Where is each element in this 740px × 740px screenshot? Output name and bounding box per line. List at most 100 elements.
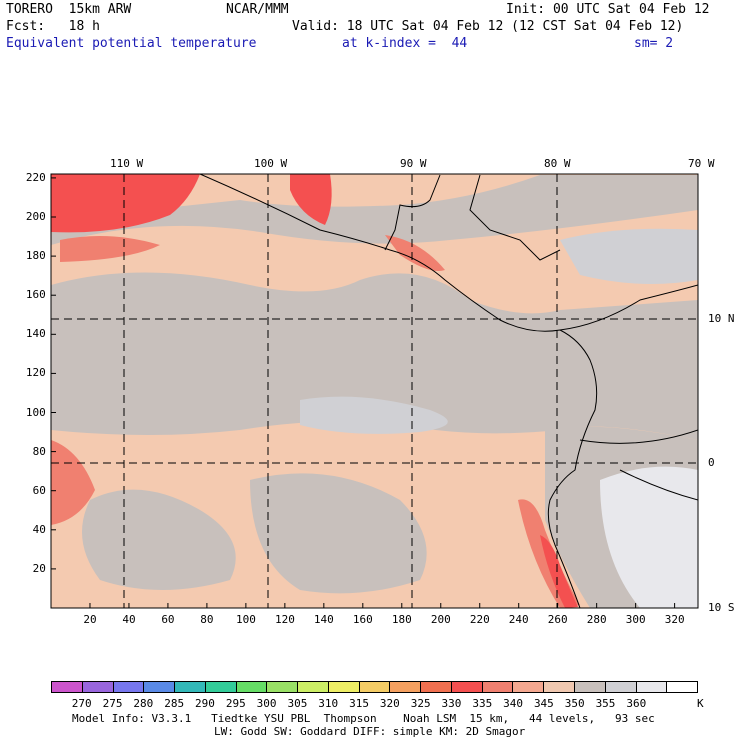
- colorbar-swatch: [390, 682, 422, 692]
- map-field: [51, 174, 698, 608]
- colorbar-swatch: [544, 682, 576, 692]
- colorbar-unit: K: [697, 697, 704, 710]
- colorbar-swatch: [575, 682, 606, 692]
- x-tick-label: 260: [547, 613, 568, 626]
- colorbar-swatch: [52, 682, 83, 692]
- colorbar-label: 275: [102, 697, 123, 710]
- field-grey-north: [51, 175, 698, 245]
- lat-label-0: 0: [708, 456, 715, 469]
- field-red-nw: [51, 174, 200, 233]
- coastlines: [199, 174, 698, 608]
- valid-time: Valid: 18 UTC Sat 04 Feb 12 (12 CST Sat …: [292, 19, 684, 34]
- x-tick-label: 220: [469, 613, 490, 626]
- lon-label-100w: 100 W: [254, 157, 288, 170]
- lon-label-90w: 90 W: [400, 157, 427, 170]
- field-red-mexico: [290, 174, 332, 225]
- colorbar-label: 290: [195, 697, 215, 710]
- colorbar-label: 270: [71, 697, 92, 710]
- field-light-ne: [560, 228, 698, 284]
- colorbar-swatch: [267, 682, 299, 692]
- colorbar-label: 330: [441, 697, 462, 710]
- graticule: [51, 174, 698, 608]
- field-white-andes: [600, 466, 698, 608]
- smoothing: sm= 2: [634, 36, 674, 51]
- colorbar-swatch: [451, 682, 483, 692]
- colorbar: [51, 681, 698, 693]
- colorbar-swatch: [205, 682, 237, 692]
- model-title: TORERO 15km ARW: [6, 2, 132, 17]
- init-time: Init: 00 UTC Sat 04 Feb 12: [506, 2, 710, 17]
- field-grey-sw: [82, 489, 236, 590]
- colorbar-label: 320: [379, 697, 400, 710]
- y-tick-label: 180: [25, 249, 46, 263]
- x-tick-label: 20: [83, 613, 97, 626]
- colorbar-swatch: [328, 682, 360, 692]
- x-tick-label: 160: [352, 613, 373, 626]
- map-frame: [50, 173, 699, 609]
- field-light-patch: [300, 396, 448, 434]
- colorbar-swatch: [236, 682, 268, 692]
- x-tick-label: 320: [664, 613, 685, 626]
- y-tick-label: 60: [32, 483, 46, 497]
- y-tick-label: 40: [32, 522, 46, 536]
- tick-marks: [51, 177, 676, 608]
- x-tick-label: 60: [161, 613, 175, 626]
- field-salmon-nw: [60, 236, 160, 262]
- colorbar-swatch: [667, 682, 698, 692]
- colorbar-label: 295: [225, 697, 246, 710]
- lon-label-80w: 80 W: [544, 157, 571, 170]
- colorbar-label: 360: [626, 697, 647, 710]
- physics-info: LW: Godd SW: Goddard DIFF: simple KM: 2D…: [214, 725, 526, 738]
- lon-label-70w: 70 W: [688, 157, 715, 170]
- lat-label-10n: 10 N: [708, 312, 735, 325]
- x-tick-label: 80: [200, 613, 214, 626]
- y-tick-label: 200: [25, 210, 46, 223]
- colorbar-swatch: [175, 682, 206, 692]
- colorbar-swatch: [421, 682, 452, 692]
- x-tick-label: 200: [430, 613, 451, 626]
- model-info: Model Info: V3.3.1 Tiedtke YSU PBL Thomp…: [72, 712, 655, 725]
- y-tick-label: 100: [25, 405, 46, 419]
- x-tick-label: 280: [586, 613, 607, 626]
- y-tick-label: 160: [25, 288, 46, 302]
- x-tick-label: 300: [625, 613, 646, 626]
- x-tick-label: 40: [122, 613, 136, 626]
- center-name: NCAR/MMM: [226, 2, 289, 17]
- field-grey-s: [250, 473, 427, 594]
- colorbar-label: 305: [287, 697, 308, 710]
- colorbar-swatch: [605, 682, 637, 692]
- colorbar-swatch: [513, 682, 545, 692]
- colorbar-swatch: [113, 682, 145, 692]
- colorbar-label: 280: [133, 697, 154, 710]
- y-tick-label: 120: [25, 366, 46, 380]
- lat-label-10s: 10 S: [708, 601, 735, 614]
- field-grey-band: [51, 272, 698, 440]
- x-tick-label: 100: [235, 613, 256, 626]
- colorbar-label: 350: [564, 697, 585, 710]
- x-tick-label: 180: [391, 613, 412, 626]
- x-tick-label: 120: [274, 613, 295, 626]
- colorbar-label: 300: [256, 697, 277, 710]
- field-salmon-w: [51, 440, 95, 525]
- colorbar-swatch: [482, 682, 514, 692]
- x-tick-label: 240: [508, 613, 529, 626]
- colorbar-swatch: [636, 682, 668, 692]
- colorbar-swatch: [144, 682, 176, 692]
- x-tick-label: 140: [313, 613, 334, 626]
- field-red-peru: [540, 535, 578, 608]
- field-salmon-ca: [385, 235, 445, 271]
- colorbar-label: 285: [164, 697, 185, 710]
- colorbar-swatch: [359, 682, 391, 692]
- colorbar-label: 310: [318, 697, 339, 710]
- y-tick-label: 80: [32, 444, 46, 458]
- y-tick-label: 20: [32, 561, 46, 575]
- colorbar-label: 355: [595, 697, 616, 710]
- field-name: Equivalent potential temperature: [6, 36, 257, 51]
- forecast-hour: Fcst: 18 h: [6, 19, 100, 34]
- colorbar-label: 335: [472, 697, 493, 710]
- level-index: at k-index = 44: [342, 36, 468, 51]
- colorbar-swatch: [298, 682, 329, 692]
- colorbar-label: 345: [533, 697, 554, 710]
- colorbar-swatch: [82, 682, 114, 692]
